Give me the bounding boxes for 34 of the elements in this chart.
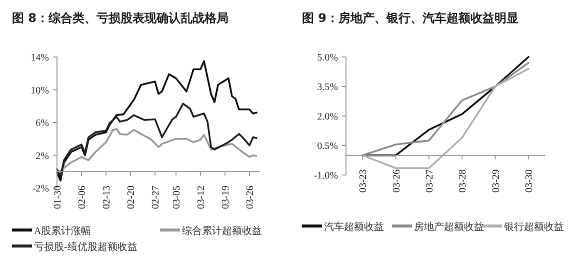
x-tick-label: 02-20	[126, 186, 137, 209]
y-tick-label: 2%	[36, 150, 49, 162]
legend-label: A股累计涨幅	[34, 225, 92, 237]
x-tick-label: 03-23	[358, 169, 370, 193]
y-tick-label: -2%	[32, 184, 49, 194]
x-tick-label: 02-27	[150, 186, 162, 209]
x-tick-label: 03-05	[172, 186, 182, 209]
y-tick-label: 10%	[30, 85, 49, 96]
chart-title: 图 9：房地产、银行、汽车超额收益明显	[302, 11, 519, 25]
legend-label: 汽车超额收益	[324, 221, 384, 233]
y-tick-label: 5.0%	[317, 52, 338, 64]
y-tick-label: -1.0%	[314, 170, 338, 182]
legend-label: 综合累计超额收益	[182, 225, 262, 237]
chart-title: 图 8：综合类、亏损股表现确认乱战格局	[12, 11, 229, 25]
x-tick-label: 03-27	[424, 169, 436, 193]
x-tick-label: 03-26	[391, 169, 402, 193]
x-tick-label: 01-30	[52, 186, 64, 209]
x-tick-label: 03-26	[245, 186, 256, 209]
legend-label: 亏损股-绩优股超额收益	[34, 241, 138, 253]
x-tick-label: 03-28	[458, 169, 469, 193]
y-tick-label: 14%	[30, 52, 49, 64]
x-tick-label: 02-13	[102, 186, 112, 209]
line-series	[362, 68, 530, 170]
legend-label: 银行超额收益	[503, 221, 564, 233]
y-tick-label: 3.5%	[317, 82, 338, 93]
y-tick-label: 6%	[36, 118, 49, 129]
y-tick-label: 2.0%	[317, 112, 338, 122]
x-tick-label: 03-12	[196, 186, 207, 209]
legend-label: 房地产超额收益	[414, 221, 484, 233]
x-tick-label: 03-19	[220, 186, 232, 209]
x-tick-label: 03-30	[524, 169, 535, 193]
x-tick-label: 03-29	[490, 169, 502, 193]
x-tick-label: 02-06	[77, 186, 88, 209]
y-tick-label: 0.5%	[317, 141, 338, 152]
